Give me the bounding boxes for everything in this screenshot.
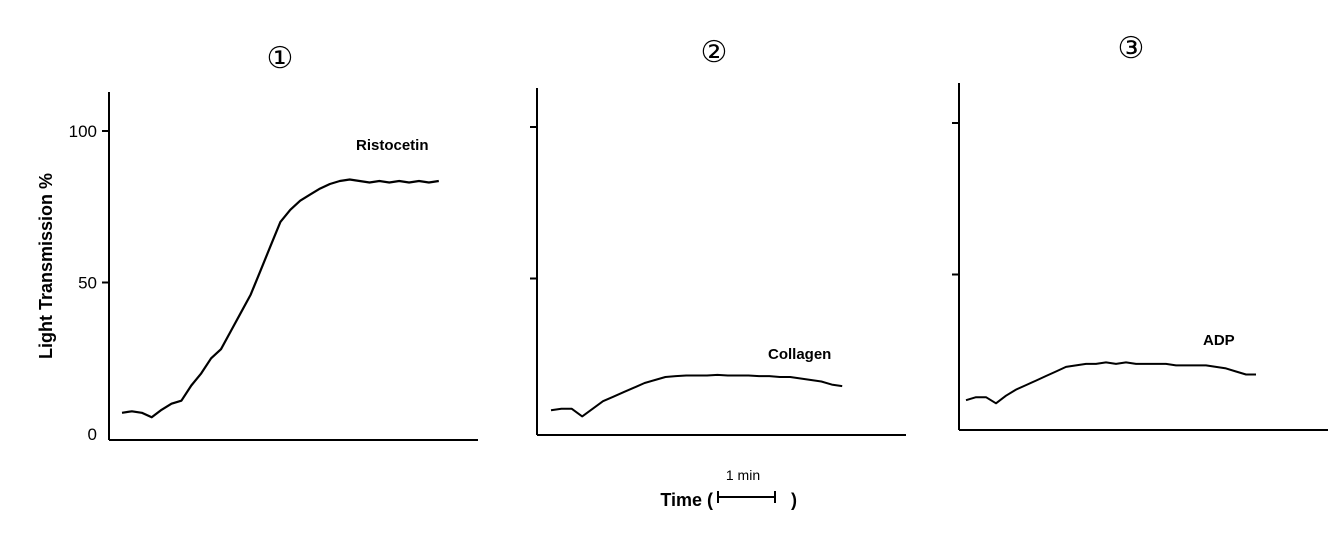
panel-1: ① Light Transmission % 0 50 100 Ristocetin	[36, 41, 478, 444]
panel-3: ③ ADP	[952, 31, 1328, 431]
annotation-adp: ADP	[1203, 332, 1235, 349]
panel-2: ② Collagen	[530, 35, 906, 436]
time-label-close: )	[791, 490, 797, 510]
y-ticks-3	[952, 122, 959, 276]
scale-bar-label: 1 min	[726, 467, 760, 483]
panel-title-1: ①	[267, 41, 294, 76]
panel-title-3: ③	[1118, 31, 1145, 66]
y-tick-label-0: 0	[88, 425, 97, 444]
series-line-3	[965, 361, 1256, 405]
series-line-2	[550, 373, 843, 418]
panel-title-2: ②	[701, 35, 728, 70]
time-label: Time (	[660, 490, 713, 510]
annotation-collagen: Collagen	[768, 346, 831, 363]
annotation-ristocetin: Ristocetin	[356, 137, 429, 154]
y-axis-label: Light Transmission %	[36, 173, 56, 359]
scale-bar	[717, 491, 776, 503]
series-line-1	[121, 178, 439, 419]
time-scale: 1 min Time ( )	[660, 467, 797, 510]
y-ticks-1: 0 50 100	[69, 122, 109, 444]
y-ticks-2	[530, 126, 537, 280]
y-tick-label-50: 50	[78, 274, 97, 293]
y-tick-label-100: 100	[69, 122, 97, 141]
